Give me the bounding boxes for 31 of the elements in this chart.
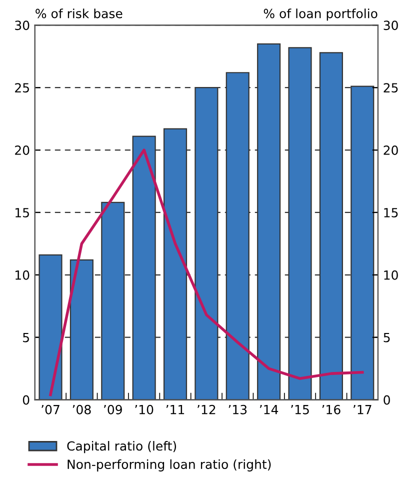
y2-tick-label: 20 xyxy=(384,146,398,155)
legend-label: Non-performing loan ratio (right) xyxy=(68,459,271,472)
x-tick-label: ’14 xyxy=(260,405,278,414)
y-tick-label: 5 xyxy=(23,332,29,342)
y-axis-title: % of risk base xyxy=(36,8,122,18)
x-tick-label: ’07 xyxy=(42,404,60,414)
y2-tick-label: 15 xyxy=(384,208,398,218)
x-tick-label: ’12 xyxy=(198,404,216,414)
y2-tick-label: 30 xyxy=(384,20,398,30)
x-tick-label: ’09 xyxy=(104,404,122,414)
y-tick-label: 0 xyxy=(22,395,30,405)
x-tick-label: ’11 xyxy=(166,405,184,414)
y2-tick-label: 25 xyxy=(384,83,398,93)
x-tick-label: ’17 xyxy=(354,405,372,414)
x-tick-label: ’16 xyxy=(322,404,340,414)
y-tick-label: 10 xyxy=(16,270,30,280)
y2-tick-label: 5 xyxy=(384,332,390,342)
y-tick-label: 15 xyxy=(16,208,29,218)
legend-label: Capital ratio (left) xyxy=(67,441,176,454)
x-tick-label: ’10 xyxy=(135,404,154,414)
y2-tick-label: 0 xyxy=(384,395,390,405)
y-tick-label: 20 xyxy=(15,146,30,155)
y2-tick-label: 10 xyxy=(384,270,398,280)
y-tick-label: 30 xyxy=(15,20,30,30)
y2-axis-title: % of loan portfolio xyxy=(264,8,378,21)
x-tick-label: ’15 xyxy=(291,405,309,414)
line-series xyxy=(49,148,364,396)
y-tick-label: 25 xyxy=(15,83,29,93)
x-tick-label: ’13 xyxy=(228,404,247,414)
bar xyxy=(38,254,62,400)
x-tick-label: ’08 xyxy=(72,404,91,414)
